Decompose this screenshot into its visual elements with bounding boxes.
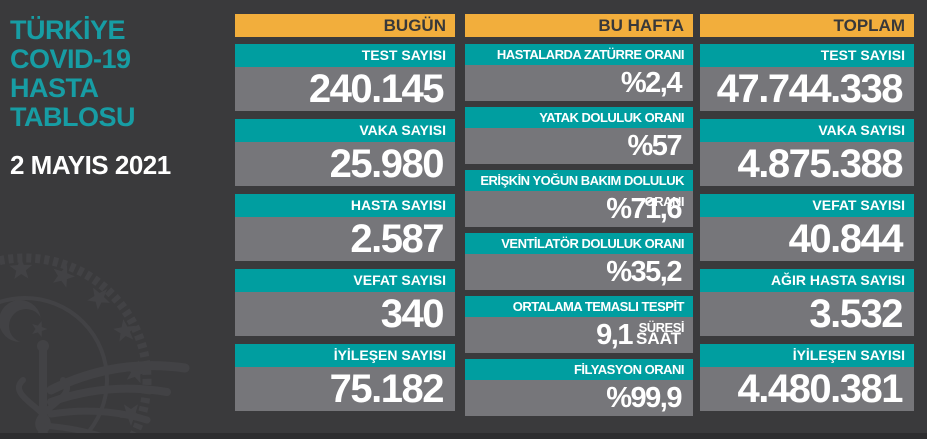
stat-value: %71,6 bbox=[465, 191, 693, 227]
stat-label: AĞIR HASTA SAYISI bbox=[700, 269, 914, 292]
page-title: TÜRKİYE COVID-19 HASTA TABLOSU bbox=[10, 16, 225, 132]
stat-value: 47.744.338 bbox=[700, 67, 914, 111]
stat-bugun-hasta-sayisi: HASTA SAYISI 2.587 bbox=[235, 194, 455, 261]
stat-value: 4.480.381 bbox=[700, 367, 914, 411]
stat-hafta-ventilator-doluluk: VENTİLATÖR DOLULUK ORANI %35,2 bbox=[465, 233, 693, 290]
stat-label: VAKA SAYISI bbox=[700, 119, 914, 142]
title-line-3: HASTA bbox=[10, 73, 99, 103]
stat-value: 2.587 bbox=[235, 217, 455, 261]
stat-value: 25.980 bbox=[235, 142, 455, 186]
title-line-4: TABLOSU bbox=[10, 102, 136, 132]
stat-value: 340 bbox=[235, 292, 455, 336]
stat-value: 4.875.388 bbox=[700, 142, 914, 186]
stat-label: YATAK DOLULUK ORANI bbox=[465, 107, 693, 128]
stat-hafta-zaturre-orani: HASTALARDA ZATÜRRE ORANI %2,4 bbox=[465, 44, 693, 101]
column-header-bu-hafta: BU HAFTA bbox=[465, 14, 693, 37]
stat-toplam-test-sayisi: TEST SAYISI 47.744.338 bbox=[700, 44, 914, 111]
stat-toplam-vaka-sayisi: VAKA SAYISI 4.875.388 bbox=[700, 119, 914, 186]
stat-toplam-agir-hasta-sayisi: AĞIR HASTA SAYISI 3.532 bbox=[700, 269, 914, 336]
stat-value: %57 bbox=[465, 128, 693, 164]
column-bu-hafta: BU HAFTA HASTALARDA ZATÜRRE ORANI %2,4 Y… bbox=[465, 14, 693, 422]
stat-label: İYİLEŞEN SAYISI bbox=[235, 344, 455, 367]
stat-hafta-filyasyon-orani: FİLYASYON ORANI %99,9 bbox=[465, 359, 693, 416]
stat-bugun-test-sayisi: TEST SAYISI 240.145 bbox=[235, 44, 455, 111]
stat-bugun-vaka-sayisi: VAKA SAYISI 25.980 bbox=[235, 119, 455, 186]
stat-label: VEFAT SAYISI bbox=[235, 269, 455, 292]
stat-label: VAKA SAYISI bbox=[235, 119, 455, 142]
stat-label: VEFAT SAYISI bbox=[700, 194, 914, 217]
stat-value: 240.145 bbox=[235, 67, 455, 111]
stat-toplam-iyilesen-sayisi: İYİLEŞEN SAYISI 4.480.381 bbox=[700, 344, 914, 411]
title-line-2: COVID-19 bbox=[10, 44, 131, 74]
column-bugun: BUGÜN TEST SAYISI 240.145 VAKA SAYISI 25… bbox=[235, 14, 455, 419]
stat-label: FİLYASYON ORANI bbox=[465, 359, 693, 380]
stat-value: 75.182 bbox=[235, 367, 455, 411]
stat-value: 40.844 bbox=[700, 217, 914, 261]
stat-value-unit: SAAT bbox=[635, 329, 681, 348]
stat-label: İYİLEŞEN SAYISI bbox=[700, 344, 914, 367]
title-line-1: TÜRKİYE bbox=[10, 15, 126, 45]
stat-label: HASTA SAYISI bbox=[235, 194, 455, 217]
stat-label: ORTALAMA TEMASLI TESPİT SÜRESİ bbox=[465, 296, 693, 335]
stat-hafta-yatak-doluluk: YATAK DOLULUK ORANI %57 bbox=[465, 107, 693, 164]
stat-value-number: 9,1 bbox=[596, 319, 633, 351]
stat-label: TEST SAYISI bbox=[235, 44, 455, 67]
stat-value: 9,1 SAAT bbox=[465, 317, 693, 353]
stat-hafta-yogun-bakim-doluluk: ERİŞKİN YOĞUN BAKIM DOLULUK ORANI %71,6 bbox=[465, 170, 693, 227]
stat-value: 3.532 bbox=[700, 292, 914, 336]
stat-value: %2,4 bbox=[465, 65, 693, 101]
stat-label: ERİŞKİN YOĞUN BAKIM DOLULUK ORANI bbox=[465, 170, 693, 209]
stat-bugun-vefat-sayisi: VEFAT SAYISI 340 bbox=[235, 269, 455, 336]
stat-label: TEST SAYISI bbox=[700, 44, 914, 67]
report-date: 2 MAYIS 2021 bbox=[10, 150, 171, 180]
stat-value: %35,2 bbox=[465, 254, 693, 290]
stat-label: VENTİLATÖR DOLULUK ORANI bbox=[465, 233, 693, 254]
stat-bugun-iyilesen-sayisi: İYİLEŞEN SAYISI 75.182 bbox=[235, 344, 455, 411]
column-header-toplam: TOPLAM bbox=[700, 14, 914, 37]
stat-label: HASTALARDA ZATÜRRE ORANI bbox=[465, 44, 693, 65]
stat-value: %99,9 bbox=[465, 380, 693, 416]
stat-toplam-vefat-sayisi: VEFAT SAYISI 40.844 bbox=[700, 194, 914, 261]
column-toplam: TOPLAM TEST SAYISI 47.744.338 VAKA SAYIS… bbox=[700, 14, 914, 419]
bottom-divider bbox=[0, 433, 927, 439]
column-header-bugun: BUGÜN bbox=[235, 14, 455, 37]
